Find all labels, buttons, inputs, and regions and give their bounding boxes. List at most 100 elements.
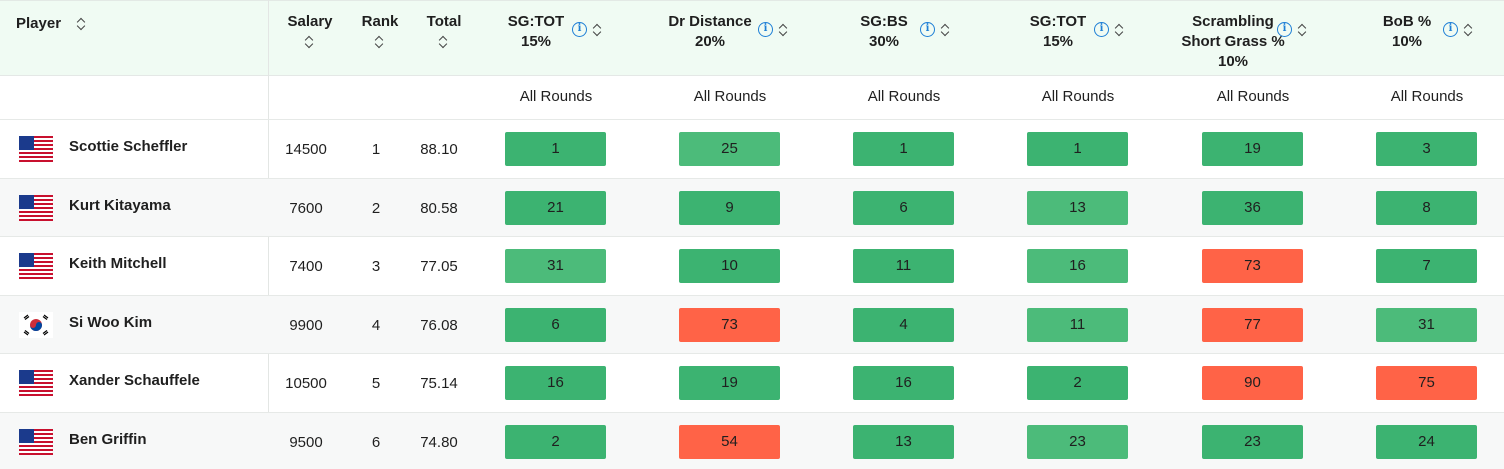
player-name[interactable]: Si Woo Kim xyxy=(69,314,153,331)
usa-flag-icon xyxy=(18,194,54,222)
stat-rank-cell: 8 xyxy=(1376,191,1477,225)
total-value: 80.58 xyxy=(420,200,458,217)
stat-rank-cell: 1 xyxy=(1027,132,1128,166)
info-icon[interactable]: i xyxy=(1277,22,1292,37)
column-header-metric[interactable]: SG:TOT 15% xyxy=(983,12,1133,52)
stat-rank-cell: 21 xyxy=(505,191,606,225)
stat-rank-cell: 19 xyxy=(679,366,780,400)
stat-rank-cell: 23 xyxy=(1027,425,1128,459)
column-header-metric[interactable]: SG:TOT 15% xyxy=(461,12,611,52)
column-header-metric-weight: 20% xyxy=(694,33,726,50)
timeframe-label: All Rounds xyxy=(1041,88,1115,105)
player-name[interactable]: Xander Schauffele xyxy=(69,372,200,389)
sort-icon[interactable] xyxy=(941,23,951,37)
rank-value: 4 xyxy=(371,317,381,334)
stat-rank-cell: 9 xyxy=(679,191,780,225)
stat-rank-cell: 23 xyxy=(1202,425,1303,459)
timeframe-label: All Rounds xyxy=(519,88,593,105)
column-header-icons: i xyxy=(572,22,603,37)
sort-icon[interactable] xyxy=(375,35,385,49)
stat-rank-cell: 16 xyxy=(505,366,606,400)
player-name[interactable]: Kurt Kitayama xyxy=(69,197,171,214)
player-name[interactable]: Keith Mitchell xyxy=(69,255,167,272)
stat-rank-cell: 90 xyxy=(1202,366,1303,400)
column-header-rank[interactable]: Rank xyxy=(352,12,408,52)
stat-rank-cell: 25 xyxy=(679,132,780,166)
table-subheader xyxy=(0,75,1504,119)
sort-icon[interactable] xyxy=(779,23,789,37)
column-header-player-label: Player xyxy=(16,15,62,32)
table-row[interactable]: Kurt Kitayama 7600 2 80.58 21 9 6 13 36 8 xyxy=(0,178,1504,236)
total-value: 74.80 xyxy=(420,434,458,451)
column-header-metric-name: BoB % xyxy=(1382,13,1432,30)
rank-value: 6 xyxy=(371,434,381,451)
total-value: 75.14 xyxy=(420,375,458,392)
column-header-total[interactable]: Total xyxy=(414,12,474,52)
player-flag xyxy=(18,428,54,456)
stat-rank-cell: 11 xyxy=(1027,308,1128,342)
stat-rank-cell: 10 xyxy=(679,249,780,283)
player-name[interactable]: Ben Griffin xyxy=(69,431,147,448)
stat-rank-cell: 73 xyxy=(679,308,780,342)
stat-rank-cell: 6 xyxy=(505,308,606,342)
info-icon[interactable]: i xyxy=(1443,22,1458,37)
player-name[interactable]: Scottie Scheffler xyxy=(69,138,188,155)
stat-rank-cell: 77 xyxy=(1202,308,1303,342)
stat-rank-cell: 4 xyxy=(853,308,954,342)
column-header-player[interactable]: Player xyxy=(16,14,87,34)
salary-value: 9500 xyxy=(289,434,323,451)
rank-value: 1 xyxy=(371,141,381,158)
stat-rank-cell: 31 xyxy=(505,249,606,283)
sort-icon[interactable] xyxy=(77,17,87,31)
salary-value: 10500 xyxy=(285,375,327,392)
column-header-metric[interactable]: BoB % 10% xyxy=(1332,12,1482,52)
column-header-metric[interactable]: Dr Distance 20% xyxy=(635,12,785,52)
player-flag xyxy=(18,135,54,163)
stat-rank-cell: 2 xyxy=(505,425,606,459)
rank-value: 3 xyxy=(371,258,381,275)
column-header-salary[interactable]: Salary xyxy=(280,12,340,52)
column-header-metric[interactable]: Scrambling Short Grass % 10% xyxy=(1158,12,1308,72)
info-icon[interactable]: i xyxy=(1094,22,1109,37)
stat-rank-cell: 7 xyxy=(1376,249,1477,283)
column-header-metric-weight: 10% xyxy=(1217,53,1249,70)
column-header-icons: i xyxy=(1094,22,1125,37)
column-header-salary-label: Salary xyxy=(287,13,333,30)
salary-value: 7400 xyxy=(289,258,323,275)
table-row[interactable]: Si Woo Kim 9900 4 76.08 6 73 4 11 77 31 xyxy=(0,295,1504,353)
stat-rank-cell: 54 xyxy=(679,425,780,459)
stat-rank-cell: 3 xyxy=(1376,132,1477,166)
stat-rank-cell: 2 xyxy=(1027,366,1128,400)
timeframe-label: All Rounds xyxy=(693,88,767,105)
column-header-metric-name: Scrambling xyxy=(1192,13,1274,30)
table-row[interactable]: Ben Griffin 9500 6 74.80 2 54 13 23 23 24 xyxy=(0,412,1504,469)
stat-rank-cell: 13 xyxy=(1027,191,1128,225)
table-row[interactable]: Scottie Scheffler 14500 1 88.10 1 25 1 1 19 3 xyxy=(0,119,1504,177)
stat-rank-cell: 1 xyxy=(505,132,606,166)
stat-rank-cell: 75 xyxy=(1376,366,1477,400)
info-icon[interactable]: i xyxy=(920,22,935,37)
sort-icon[interactable] xyxy=(1298,23,1308,37)
column-header-metric-name: SG:TOT xyxy=(507,13,565,30)
table-row[interactable]: Keith Mitchell 7400 3 77.05 31 10 11 16 73 7 xyxy=(0,236,1504,294)
sort-icon[interactable] xyxy=(439,35,449,49)
stat-rank-cell: 19 xyxy=(1202,132,1303,166)
column-header-metric[interactable]: SG:BS 30% xyxy=(809,12,959,52)
sort-icon[interactable] xyxy=(1464,23,1474,37)
table-row[interactable]: Xander Schauffele 10500 5 75.14 16 19 16 2 90 75 xyxy=(0,353,1504,411)
timeframe-label: All Rounds xyxy=(867,88,941,105)
info-icon[interactable]: i xyxy=(572,22,587,37)
column-header-metric-name: Dr Distance xyxy=(668,13,752,30)
column-header-icons: i xyxy=(758,22,789,37)
sort-icon[interactable] xyxy=(1115,23,1125,37)
usa-flag-icon xyxy=(18,135,54,163)
column-header-metric-weight: Short Grass % xyxy=(1181,33,1285,50)
stat-rank-cell: 1 xyxy=(853,132,954,166)
sort-icon[interactable] xyxy=(593,23,603,37)
column-header-icons: i xyxy=(1277,22,1308,37)
info-icon[interactable]: i xyxy=(758,22,773,37)
rank-value: 5 xyxy=(371,375,381,392)
salary-value: 7600 xyxy=(289,200,323,217)
sort-icon[interactable] xyxy=(305,35,315,49)
